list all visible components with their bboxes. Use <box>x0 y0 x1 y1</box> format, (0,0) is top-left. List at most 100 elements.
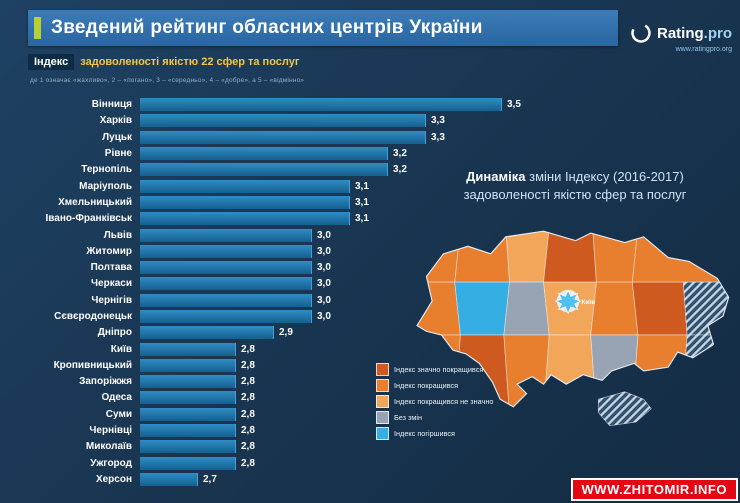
city-value: 2,8 <box>241 359 255 371</box>
legend-item: Індекс покращився не значно <box>376 395 494 408</box>
city-bar <box>140 147 388 161</box>
bar-row: Миколаїв 2,8 <box>8 440 538 454</box>
map-region <box>590 281 639 336</box>
brand-logo: Rating.pro www.ratingpro.org <box>630 22 732 53</box>
city-label: Полтава <box>90 262 132 274</box>
legend-swatch <box>376 427 389 440</box>
city-label: Миколаїв <box>85 441 132 453</box>
city-bar <box>140 195 350 209</box>
city-bar <box>140 179 350 193</box>
city-bar <box>140 375 236 389</box>
city-label: Чернігів <box>91 294 132 306</box>
bar-row: Черкаси 3,0 <box>8 277 538 291</box>
city-value: 3,2 <box>393 164 407 176</box>
bar-row: Житомир 3,0 <box>8 244 538 258</box>
city-value: 2,8 <box>241 457 255 469</box>
city-bar <box>140 424 236 438</box>
city-bar <box>140 163 388 177</box>
city-bar <box>140 293 312 307</box>
bar-row: Харків 3,3 <box>8 114 538 128</box>
site-watermark: WWW.ZHITOMIR.INFO <box>570 478 738 501</box>
city-bar <box>140 440 236 454</box>
legend-item: Індекс погіршився <box>376 427 493 440</box>
city-bar <box>140 261 312 275</box>
city-label: Вінниця <box>91 99 132 111</box>
city-label: Івано-Франківськ <box>45 213 132 225</box>
city-label: Хмельницький <box>58 196 132 208</box>
city-bar <box>140 98 502 112</box>
city-label: Сєвєродонецьк <box>54 311 132 322</box>
bar-row: Тернопіль 3,2 <box>8 163 538 177</box>
city-value: 3,0 <box>317 262 331 274</box>
map-legend: Індекс значно покращився Індекс покращивс… <box>376 363 494 444</box>
map-title-rest: зміни Індексу (2016-2017) <box>529 169 684 184</box>
bar-row: Івано-Франківськ 3,1 <box>8 212 538 226</box>
city-label: Київ <box>110 343 132 355</box>
index-chip: Індекс <box>28 54 75 70</box>
city-label: Житомир <box>86 245 132 257</box>
city-label: Львів <box>103 229 132 241</box>
bar-row: Маріуполь 3,1 <box>8 179 538 193</box>
city-value: 2,8 <box>241 392 255 404</box>
map-title: Динаміка зміни Індексу (2016-2017) задов… <box>425 168 725 203</box>
map-region <box>503 281 550 336</box>
brand-suffix: .pro <box>703 24 732 42</box>
brand-name: Rating <box>656 24 704 42</box>
city-bar <box>140 391 236 405</box>
city-bar <box>140 212 350 226</box>
city-label: Маріуполь <box>79 180 132 192</box>
city-label: Ужгород <box>90 457 132 469</box>
ukraine-outline <box>416 230 730 408</box>
city-value: 2,8 <box>241 408 255 420</box>
city-value: 3,1 <box>355 196 369 208</box>
bar-row: Ужгород 2,8 <box>8 456 538 470</box>
brand-url: www.ratingpro.org <box>675 46 732 53</box>
city-value: 3,0 <box>317 278 331 290</box>
legend-swatch <box>376 411 389 424</box>
city-value: 3,0 <box>317 229 331 241</box>
city-bar <box>140 472 198 486</box>
city-value: 3,0 <box>317 294 331 306</box>
city-value: 3,3 <box>431 115 445 127</box>
city-label: Суми <box>105 408 132 420</box>
city-label: Харків <box>99 115 132 127</box>
city-bar <box>140 244 312 258</box>
city-value: 2,8 <box>241 425 255 437</box>
city-label: Тернопіль <box>81 164 132 176</box>
map-region <box>454 231 510 283</box>
legend-item: Індекс покращився <box>376 379 493 392</box>
bar-row: Вінниця 3,5 <box>8 98 538 112</box>
city-value: 3,0 <box>317 311 331 322</box>
legend-swatch <box>376 363 389 376</box>
bar-row: Рівне 3,2 <box>8 147 538 161</box>
map-title-bold: Динаміка <box>466 169 526 184</box>
city-bar <box>140 277 312 291</box>
map-region <box>543 231 597 283</box>
subtitle-text: задоволеності якістю 22 сфер та послуг <box>80 56 300 68</box>
city-bar <box>140 310 312 323</box>
bar-row: Сєвєродонецьк 3,0 <box>8 310 538 323</box>
kyiv-label: Київ <box>581 299 595 306</box>
city-label: Рівне <box>104 148 132 160</box>
bar-row: Дніпро 2,9 <box>8 326 538 340</box>
map-region <box>631 281 688 336</box>
bar-row: Одеса 2,8 <box>8 391 538 405</box>
city-label: Херсон <box>95 473 132 485</box>
city-value: 2,7 <box>203 473 217 485</box>
city-label: Одеса <box>101 392 132 404</box>
subtitle-row: Індекс задоволеності якістю 22 сфер та п… <box>28 54 299 70</box>
city-value: 2,8 <box>241 343 255 355</box>
bar-row: Суми 2,8 <box>8 407 538 421</box>
bar-row: Кропивницький 2,8 <box>8 358 538 372</box>
city-bar <box>140 456 236 470</box>
city-label: Кропивницький <box>53 359 132 371</box>
city-bar-chart: Вінниця 3,5 Харків 3,3 Луцьк 3,3 Рівне 3,2 Терно… <box>8 98 538 489</box>
map-region <box>503 334 550 407</box>
bar-row: Чернігів 3,0 <box>8 293 538 307</box>
map-region <box>681 334 729 407</box>
city-bar <box>140 407 236 421</box>
legend-label: Індекс покращився не значно <box>394 397 494 406</box>
bar-row: Хмельницький 3,1 <box>8 195 538 209</box>
bar-row: Луцьк 3,3 <box>8 130 538 144</box>
legend-swatch <box>376 379 389 392</box>
